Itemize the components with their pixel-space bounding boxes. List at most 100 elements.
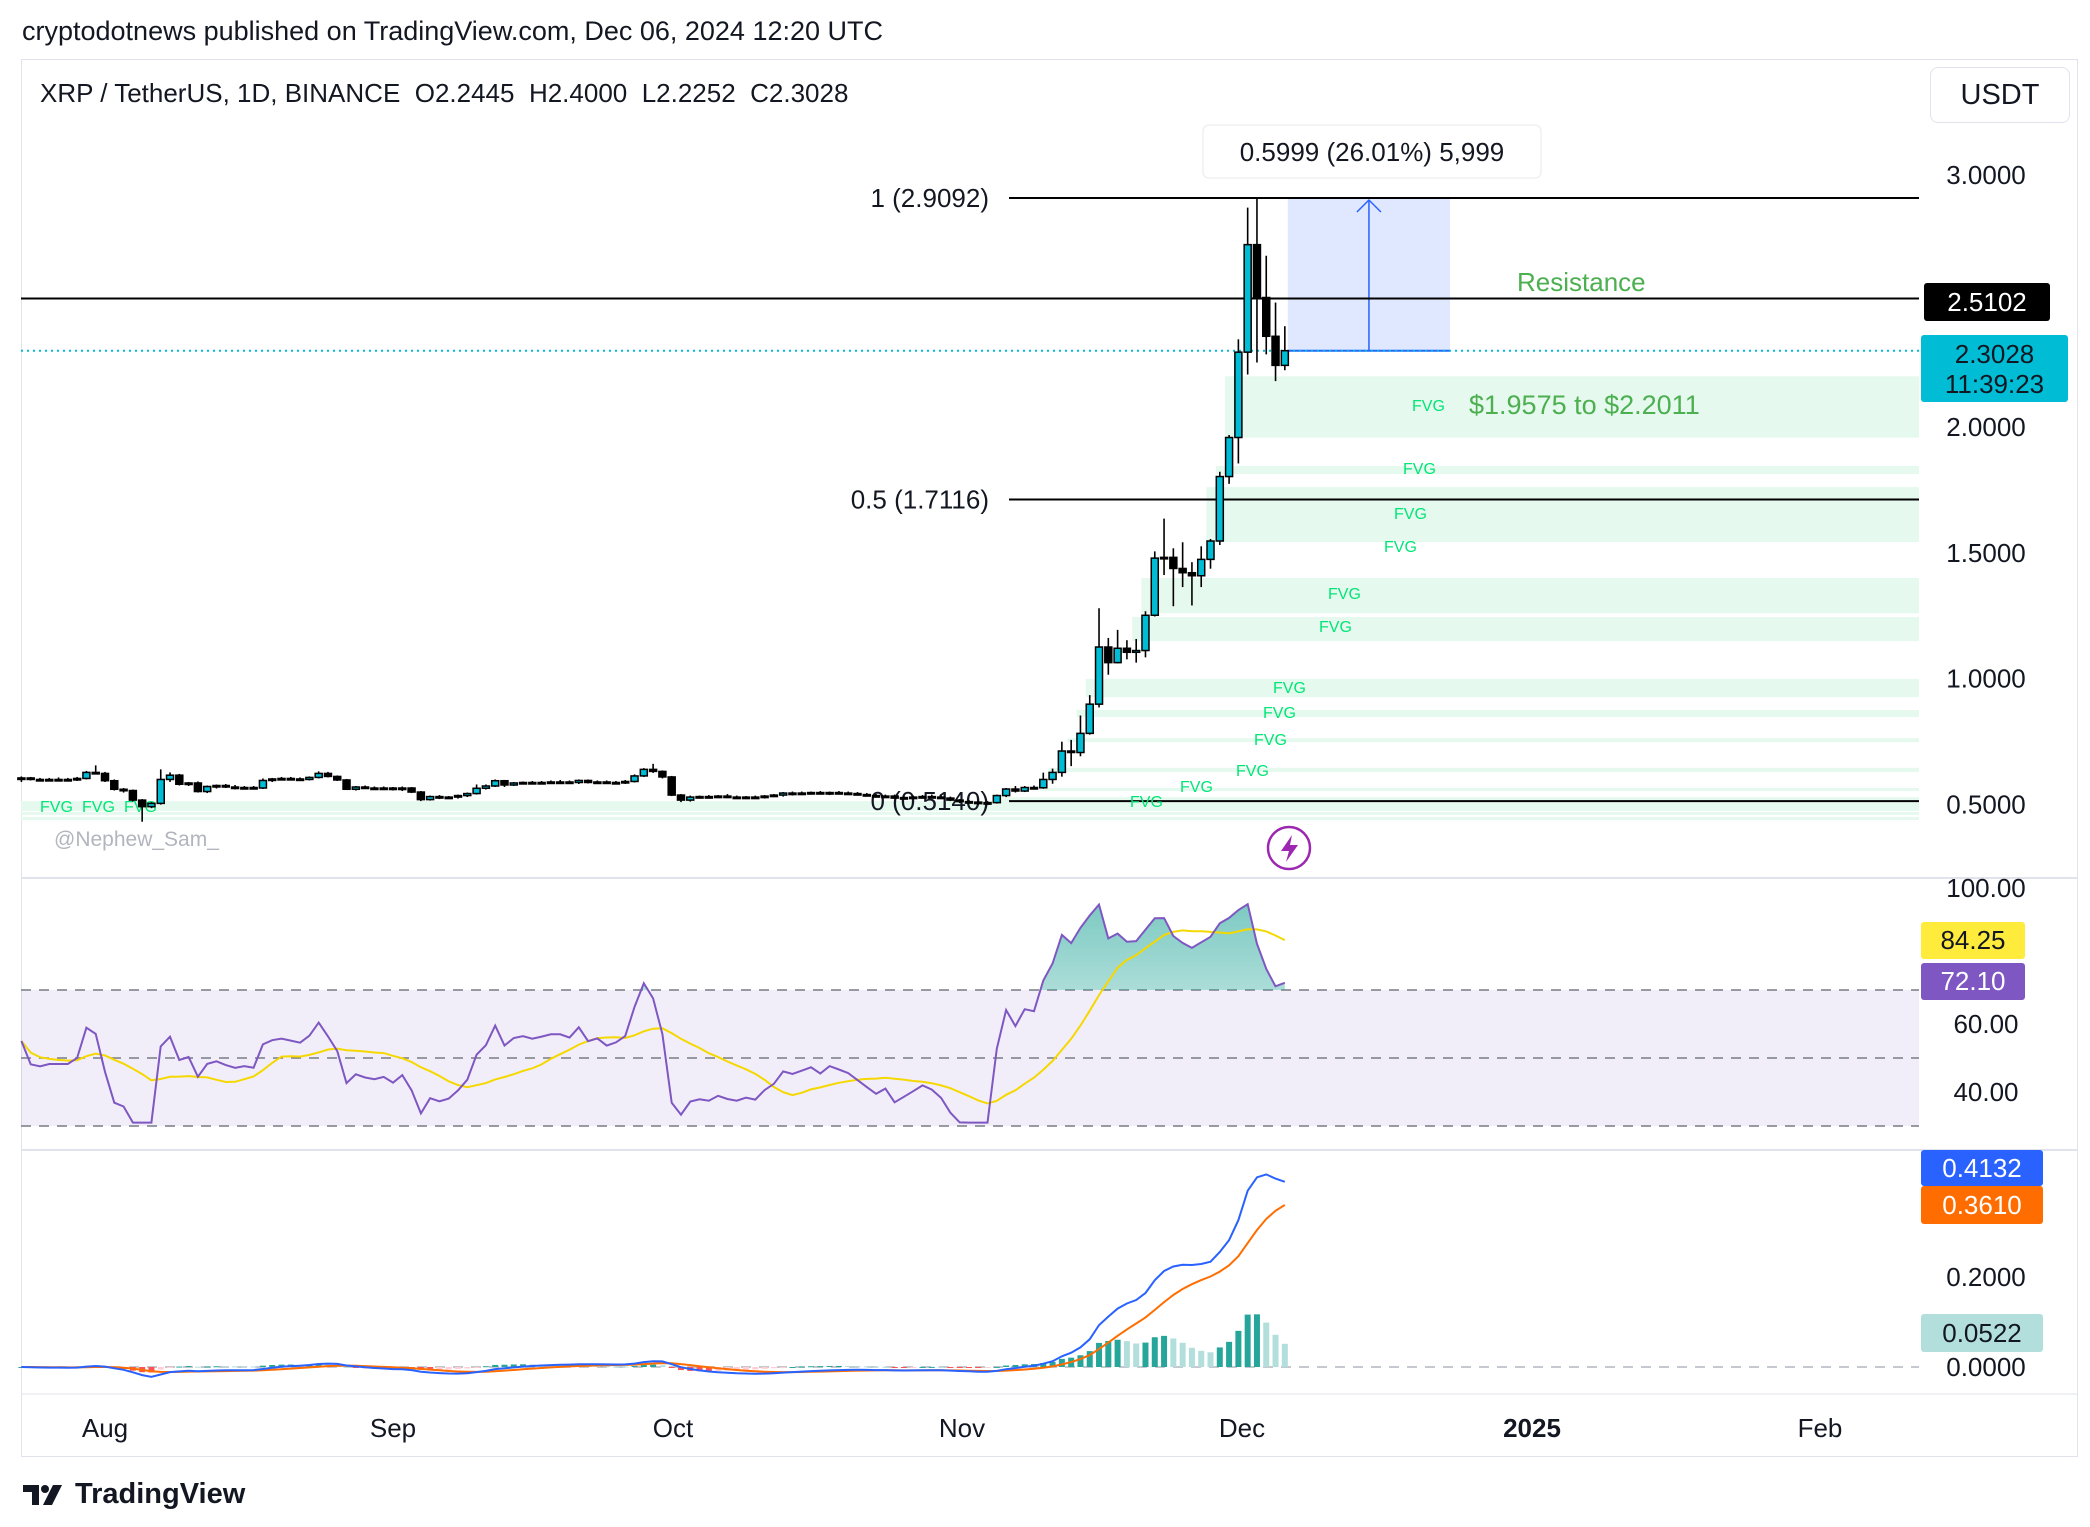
candle-up <box>202 785 212 793</box>
candle-up <box>305 776 314 781</box>
macd-histogram-bar <box>473 1367 480 1368</box>
brand-name: TradingView <box>75 1478 246 1510</box>
time-axis-tick: 2025 <box>1503 1413 1561 1443</box>
fvg-label: FVG <box>1384 539 1417 556</box>
legend-close: C2.3028 <box>750 78 849 108</box>
candle-up <box>240 786 249 790</box>
macd-histogram-bar <box>194 1366 201 1368</box>
macd-axis-tick: 0.2000 <box>1946 1262 2026 1292</box>
fvg-zone <box>1141 578 1919 614</box>
candle-down <box>1262 296 1271 338</box>
macd-histogram-bar <box>482 1366 489 1368</box>
candle-up <box>379 787 388 791</box>
candle-up <box>212 784 221 788</box>
macd-histogram-bar <box>269 1365 276 1367</box>
macd-histogram-bar <box>1263 1322 1270 1367</box>
macd-histogram-bar <box>928 1366 935 1368</box>
candle-up <box>825 791 834 795</box>
candle-up <box>1085 703 1094 735</box>
macd-histogram-bar <box>808 1366 815 1368</box>
time-axis-tick: Aug <box>82 1413 128 1443</box>
candle-up <box>899 796 909 800</box>
candle-up <box>463 792 472 797</box>
candle-up <box>741 796 751 800</box>
fvg-zone <box>1206 487 1919 543</box>
candle-down <box>528 781 537 785</box>
tradingview-brand[interactable]: TradingView <box>23 1478 245 1511</box>
candle-down <box>1066 750 1076 754</box>
candle-up <box>481 785 491 790</box>
macd-histogram-bar <box>1244 1314 1251 1367</box>
currency-button[interactable]: USDT <box>1930 67 2070 123</box>
candle-up <box>983 801 992 805</box>
macd-histogram-bar <box>157 1367 164 1370</box>
candle-down <box>333 775 342 781</box>
candle-up <box>1094 646 1104 705</box>
macd-histogram-bar <box>845 1365 852 1367</box>
time-axis-tick: Nov <box>939 1413 985 1443</box>
candle-up <box>156 778 165 805</box>
candle-up <box>797 792 806 796</box>
rsi-value-label: 72.10 <box>1921 963 2025 1000</box>
candle-up <box>778 792 788 796</box>
candle-up <box>1048 771 1057 781</box>
fvg-label: FVG <box>1412 398 1445 415</box>
macd-histogram-bar <box>1003 1365 1010 1367</box>
candle-down <box>658 770 667 778</box>
macd-histogram-bar <box>780 1367 787 1368</box>
macd-histogram-bar <box>733 1367 740 1371</box>
macd-histogram-bar <box>185 1366 192 1368</box>
candle-down <box>360 786 370 790</box>
fvg-label: FVG <box>1273 680 1306 697</box>
macd-histogram-bar <box>631 1365 638 1367</box>
candle-up <box>453 794 463 798</box>
macd-histogram-bar <box>352 1367 359 1368</box>
macd-histogram-bar <box>1151 1337 1158 1367</box>
macd-histogram-bar <box>343 1366 350 1368</box>
candle-down <box>500 779 509 786</box>
candle-up <box>760 795 769 799</box>
macd-histogram-bar <box>956 1367 963 1368</box>
candle-down <box>936 796 946 800</box>
candle-down <box>370 787 379 791</box>
candle-up <box>555 781 565 785</box>
rsi-band <box>21 990 1919 1126</box>
candle-down <box>704 795 714 799</box>
macd-histogram-bar <box>315 1364 322 1367</box>
histogram-value-label: 0.0522 <box>1921 1314 2043 1352</box>
publish-info: cryptodotnews published on TradingView.c… <box>22 16 884 46</box>
fvg-zone <box>21 816 1919 820</box>
macd-histogram-bar <box>510 1364 517 1367</box>
candle-down <box>342 779 351 791</box>
candle-up <box>630 775 639 783</box>
lightning-icon <box>1266 825 1312 871</box>
candle-down <box>834 791 844 795</box>
fvg-label: FVG <box>40 799 73 816</box>
candle-up <box>509 782 519 786</box>
macd-histogram-bar <box>213 1366 220 1368</box>
candle-up <box>1113 647 1122 664</box>
resistance-price-label: 2.5102 <box>1924 283 2050 321</box>
candle-down <box>1011 788 1020 792</box>
macd-histogram-bar <box>677 1367 684 1371</box>
candle-up <box>593 781 602 785</box>
candle-down <box>221 784 231 788</box>
candle-down <box>974 801 983 805</box>
fib-level-label: 1 (2.9092) <box>870 183 989 213</box>
macd-histogram-bar <box>882 1366 889 1368</box>
macd-histogram-bar <box>1226 1341 1233 1367</box>
macd-histogram-bar <box>947 1367 954 1368</box>
macd-histogram-bar <box>873 1366 880 1368</box>
fvg-label: FVG <box>1403 461 1436 478</box>
watermark: @Nephew_Sam_ <box>54 828 219 851</box>
candle-down <box>648 768 658 773</box>
candle-down <box>1104 646 1113 664</box>
macd-axis-tick: 0.0000 <box>1946 1352 2026 1382</box>
macd-histogram-bar <box>826 1365 833 1367</box>
candle-up <box>54 778 63 782</box>
macd-histogram-bar <box>1253 1314 1260 1367</box>
fvg-zone <box>1048 767 1919 772</box>
candle-up <box>444 796 453 800</box>
candle-down <box>862 793 872 797</box>
